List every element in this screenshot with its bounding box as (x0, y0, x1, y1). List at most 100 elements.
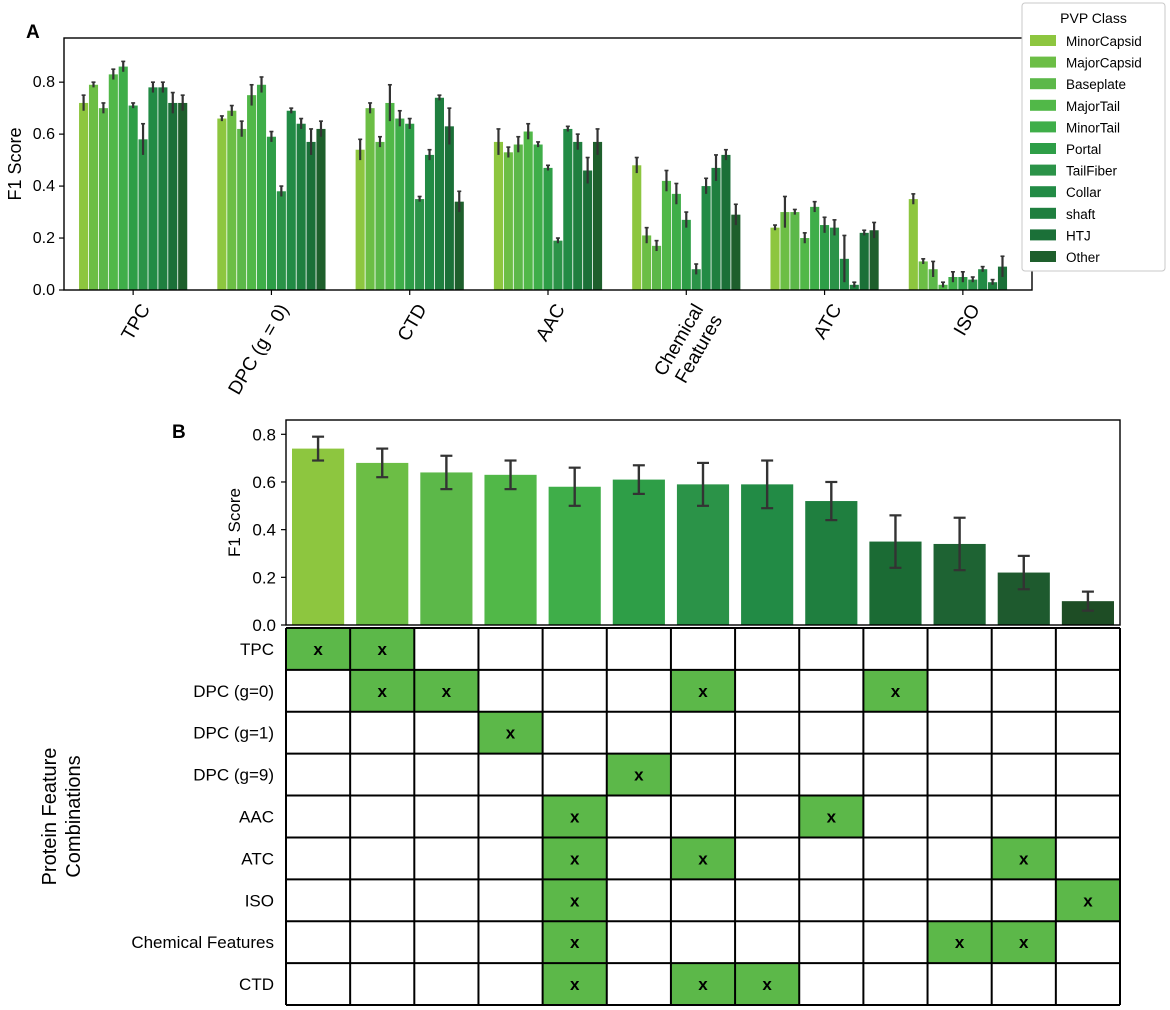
bar-a-majortail (800, 238, 810, 290)
legend-box (1021, 2, 1166, 272)
legend-label: TailFiber (1066, 164, 1118, 179)
bar-a-minortail (395, 118, 405, 291)
y-tick-label-b: 0.0 (252, 616, 276, 635)
legend-swatch (1030, 164, 1056, 176)
bar-a-baseplate (375, 141, 385, 290)
bar-a-majorcapsid (503, 152, 513, 290)
bar-a-majorcapsid (918, 261, 928, 290)
y-tick-label-a: 0.6 (33, 126, 55, 143)
x-tick-label-a: TPC (118, 301, 155, 344)
matrix-cell-filled (350, 628, 415, 670)
matrix-mark: x (634, 766, 644, 785)
bar-a-majorcapsid (365, 108, 375, 290)
bar-a-minorcapsid (908, 199, 918, 290)
matrix-cell-filled (735, 963, 800, 1005)
legend-label: HTJ (1066, 228, 1091, 243)
panel-label-a: A (26, 22, 40, 43)
y-tick-label-a: 0.2 (33, 230, 55, 247)
bar-a-tailfiber (553, 240, 563, 290)
bar-a-portal (958, 277, 968, 290)
matrix-cell-filled (542, 921, 607, 964)
matrix-cell-filled (670, 963, 736, 1005)
matrix-cell-filled (1055, 879, 1120, 922)
bar-a-htj (721, 154, 731, 290)
bar-a-collar (424, 154, 435, 290)
y-axis-label-a: F1 Score (5, 127, 25, 200)
bar-a-htj (444, 126, 454, 290)
x-tick-label-a: CTD (394, 301, 432, 345)
y-tick-label-a: 0.0 (33, 282, 55, 299)
bar-a-tailfiber (691, 269, 701, 290)
matrix-cell-filled (414, 669, 479, 712)
matrix-row-label: Chemical Features (131, 933, 274, 952)
bar-a-htj (583, 170, 593, 290)
bar-a-collar (286, 110, 296, 290)
matrix-mark: x (1019, 849, 1029, 868)
legend-label: MinorTail (1066, 120, 1120, 135)
bar-a-other (592, 141, 603, 290)
bar-a-tailfiber (829, 227, 840, 290)
panel-b-chart: 0.0 0.2 0.4 0.6 0.8 F1 Score (225, 419, 1121, 635)
matrix-mark: x (762, 975, 772, 994)
legend-swatch (1030, 251, 1056, 262)
bar-a-minorcapsid (355, 149, 365, 290)
matrix-mark: x (570, 808, 580, 827)
x-tick-label-a: DPC (g = 0) (225, 301, 294, 399)
bar-a-shaft (988, 282, 998, 290)
bar-a-tailfiber (138, 139, 148, 290)
bar-a-tailfiber (276, 191, 286, 290)
bar-a-tailfiber (415, 199, 425, 290)
matrix-mark: x (955, 933, 965, 952)
legend-swatch (1030, 186, 1056, 198)
bar-a-portal (820, 225, 830, 290)
matrix-row-label: ATC (241, 849, 274, 868)
bar-a-minorcapsid (493, 141, 504, 290)
bar-a-collar (563, 128, 573, 290)
legend-label: MajorCapsid (1066, 56, 1142, 71)
bar-a-minorcapsid (632, 165, 642, 290)
matrix-row-label: AAC (239, 808, 274, 827)
bar-a-htj (306, 141, 316, 290)
bar-a-portal (681, 219, 691, 290)
bar-b (292, 448, 345, 625)
matrix-mark: x (891, 682, 901, 701)
bar-a-baseplate (98, 108, 108, 290)
matrix-mark: x (1019, 933, 1029, 952)
bar-a-shaft (573, 141, 583, 290)
matrix-cell-filled (350, 669, 415, 712)
bar-b (805, 501, 858, 625)
bar-b (484, 474, 537, 625)
matrix-mark: x (313, 640, 323, 659)
matrix-cell-filled (863, 669, 928, 712)
legend-title: PVP Class (1060, 10, 1127, 26)
bar-a-other (731, 214, 741, 290)
x-tick-label-a: AAC (532, 301, 570, 345)
matrix-mark: x (570, 849, 580, 868)
bar-a-portal (405, 123, 415, 290)
matrix-cell-filled (542, 795, 607, 838)
matrix-mark: x (698, 849, 708, 868)
bar-a-htj (997, 266, 1008, 290)
matrix-row-label: CTD (239, 975, 274, 994)
bar-a-portal (128, 105, 138, 291)
legend-label: Other (1066, 250, 1100, 265)
bar-a-majorcapsid (780, 212, 790, 290)
matrix-cell-filled (799, 795, 864, 838)
bar-a-other (316, 128, 326, 290)
bar-a-majortail (523, 131, 533, 290)
legend-swatch (1030, 99, 1056, 111)
matrix-mark: x (570, 891, 580, 910)
bar-a-baseplate (652, 245, 662, 290)
legend-swatch (1030, 143, 1056, 154)
matrix-cell-filled (670, 669, 736, 712)
y-tick-label-b: 0.2 (252, 568, 276, 587)
bar-a-majortail (247, 95, 257, 291)
matrix-mark: x (377, 640, 387, 659)
legend-label: MajorTail (1066, 99, 1120, 114)
legend-label: Portal (1066, 142, 1101, 157)
plot-frame-b (285, 419, 1121, 626)
bar-a-majorcapsid (227, 110, 237, 290)
bar-a-shaft (711, 167, 721, 290)
legend-swatch (1030, 35, 1056, 46)
bar-a-collar (978, 269, 988, 290)
